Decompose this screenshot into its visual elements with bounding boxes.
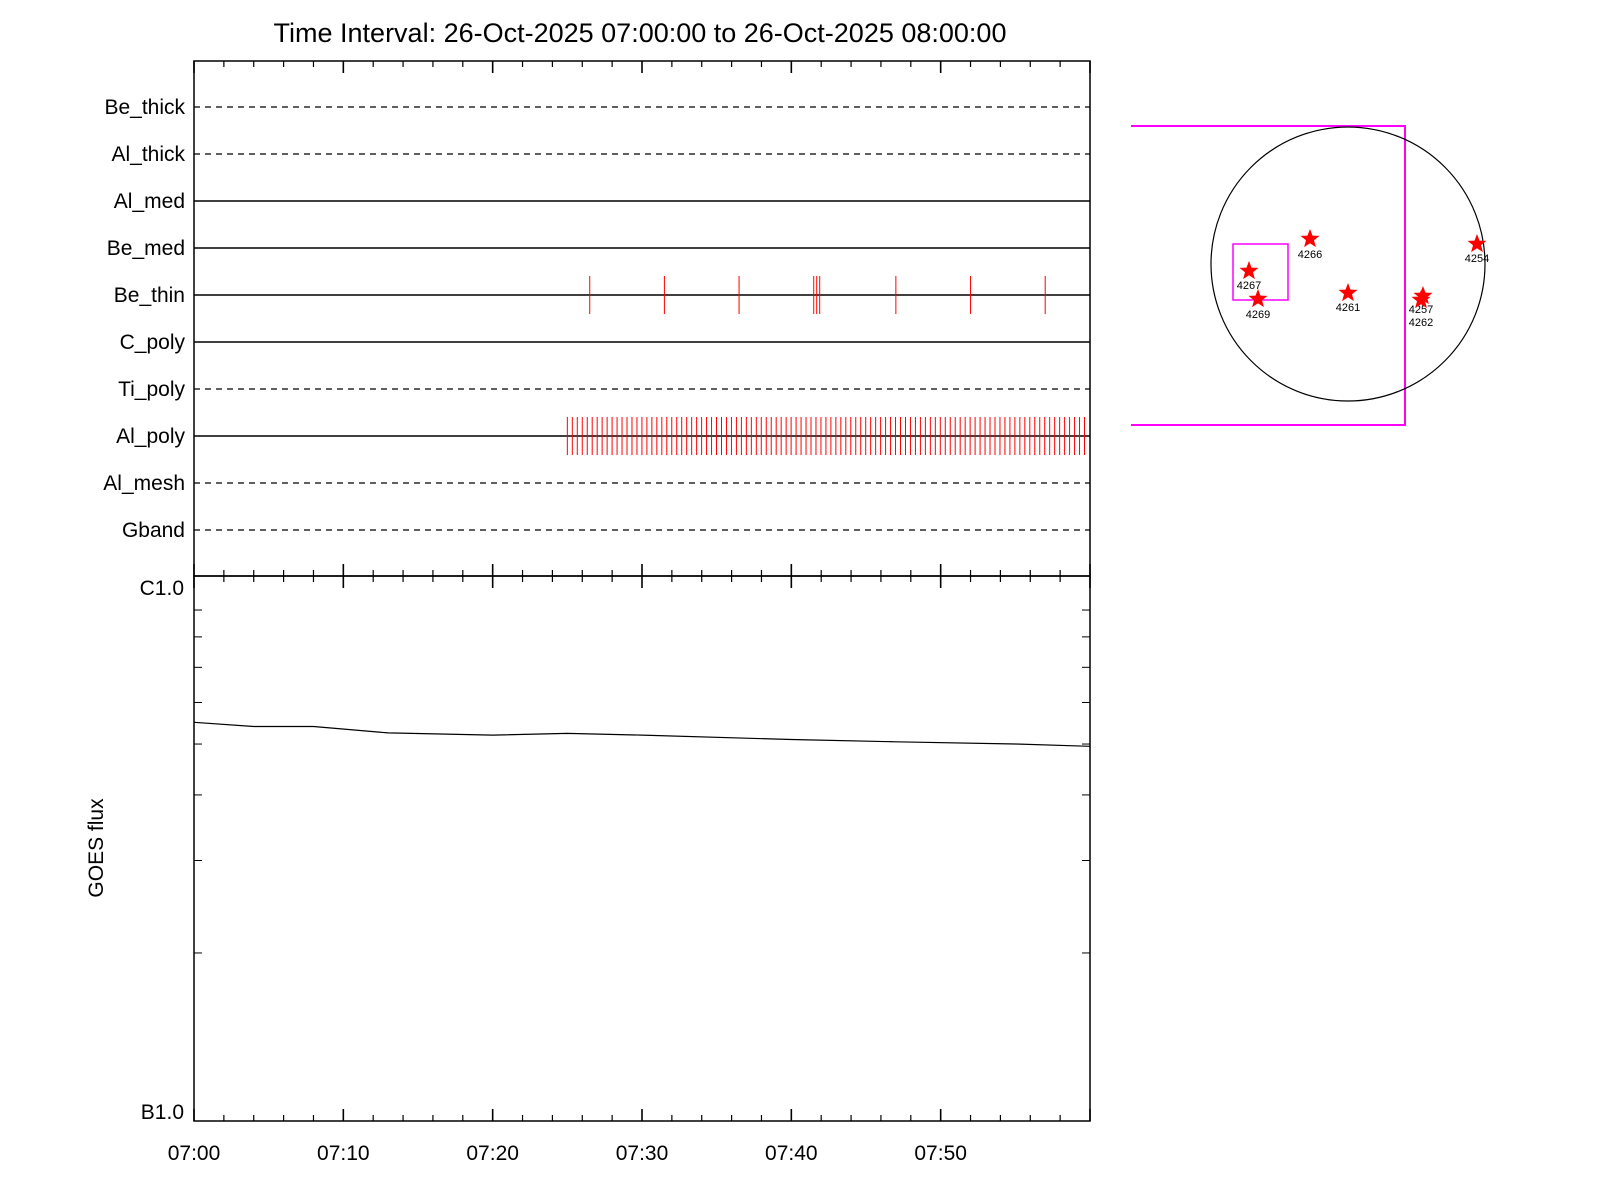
filter-exposures — [566, 276, 1086, 455]
active-region-star — [1300, 229, 1320, 248]
goes-x-ticks — [193, 576, 1091, 1121]
filter-row-label: Al_poly — [116, 425, 185, 448]
active-region-label: 4267 — [1237, 280, 1261, 292]
active-region-label: 4254 — [1465, 253, 1489, 265]
filter-panel: Be_thick Al_thick Al_med Be_med Be_thin C_pol… — [103, 60, 1091, 577]
filter-row-label: Gband — [122, 519, 185, 542]
x-tick-label: 07:30 — [616, 1142, 669, 1165]
goes-y-ticks — [194, 609, 1090, 954]
filter-panel-frame — [193, 60, 1091, 577]
active-region-label: 4261 — [1336, 302, 1360, 314]
goes-panel: 07:00 07:10 07:20 07:30 07:40 07:50 C1.0 B1.0… — [85, 575, 1091, 1165]
active-region-label: 4257 — [1409, 304, 1433, 316]
filter-row-label: C_poly — [120, 331, 186, 354]
goes-y-axis-title: GOES flux — [85, 798, 108, 898]
x-tick-label: 07:50 — [914, 1142, 967, 1165]
filter-row-label: Al_mesh — [103, 472, 185, 495]
goes-y-label-b1: B1.0 — [141, 1101, 184, 1124]
filter-row-label: Ti_poly — [118, 378, 185, 401]
x-tick-label: 07:40 — [765, 1142, 818, 1165]
active-region-label: 4262 — [1409, 317, 1433, 329]
filter-row-label: Al_med — [114, 190, 185, 213]
filter-row-label: Be_thick — [104, 96, 185, 119]
x-tick-label: 07:10 — [317, 1142, 370, 1165]
active-region-markers: 4254 4257 4261 4262 4266 4267 4269 — [1237, 229, 1489, 329]
active-region-star — [1411, 290, 1431, 309]
active-region-star — [1413, 286, 1433, 305]
filter-rows: Be_thick Al_thick Al_med Be_med Be_thin C_pol… — [103, 96, 1090, 542]
active-region-star — [1248, 289, 1268, 308]
solar-disk — [1210, 126, 1486, 402]
active-region-star — [1467, 234, 1487, 253]
x-tick-label: 07:00 — [168, 1142, 221, 1165]
goes-x-tick-labels: 07:00 07:10 07:20 07:30 07:40 07:50 — [168, 1142, 967, 1165]
active-region-label: 4269 — [1246, 309, 1270, 321]
filter-row-label: Be_med — [107, 237, 185, 260]
chart-title: Time Interval: 26-Oct-2025 07:00:00 to 2… — [274, 18, 1007, 48]
active-region-label: 4266 — [1298, 249, 1322, 261]
active-region-star — [1239, 261, 1259, 280]
active-region-star — [1338, 283, 1358, 302]
goes-panel-frame — [193, 575, 1091, 1122]
filter-row-label: Be_thin — [114, 284, 185, 307]
solar-disk-map: 4254 4257 4261 4262 4266 4267 4269 — [1131, 125, 1489, 426]
x-tick-label: 07:20 — [466, 1142, 519, 1165]
filter-x-ticks — [193, 61, 1091, 576]
goes-y-label-c1: C1.0 — [140, 577, 184, 600]
filter-row-label: Al_thick — [111, 143, 185, 166]
outer-fov-box — [1131, 125, 1406, 426]
goes-flux-line — [193, 721, 1091, 747]
